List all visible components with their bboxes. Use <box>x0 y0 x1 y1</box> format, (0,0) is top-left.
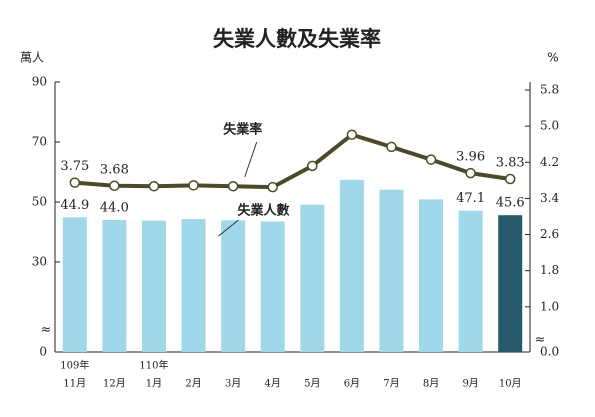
bar <box>260 221 285 352</box>
x-tick-label: 2月 <box>185 378 201 390</box>
bar <box>339 179 364 352</box>
data-label: 45.6 <box>496 196 525 211</box>
point <box>188 180 199 191</box>
data-label: 3.83 <box>496 155 525 170</box>
x-tick-label: 12月 <box>103 378 126 390</box>
bar <box>181 219 206 352</box>
point <box>69 177 81 188</box>
point <box>425 154 437 165</box>
axis-break: ≈ <box>41 323 52 338</box>
x-tick-label: 11月 <box>63 378 86 390</box>
data-label: 3.75 <box>60 159 89 174</box>
x-tick-label: 8月 <box>423 378 439 390</box>
point <box>307 160 318 172</box>
data-label: 3.96 <box>456 150 485 165</box>
line <box>74 132 511 190</box>
bar <box>458 210 483 352</box>
series-label: 失業人數 <box>238 203 290 219</box>
y-tick-label: 30 <box>32 255 47 269</box>
x-tick-label: 5月 <box>304 378 320 390</box>
y2-tick-label: 0.0 <box>540 345 559 359</box>
bar <box>221 220 246 352</box>
point <box>386 141 397 153</box>
x-tick-label: 6月 <box>344 378 360 390</box>
point <box>504 173 516 185</box>
x-group-label: 110年 <box>139 359 168 372</box>
bar <box>498 215 523 352</box>
y2-tick-label: 5.0 <box>540 119 559 133</box>
point <box>465 167 476 179</box>
data-label: 47.1 <box>456 191 485 206</box>
chart-title: 失業人數及失業率 <box>213 27 381 51</box>
y2-tick-label: 3.4 <box>540 191 559 205</box>
y-tick-label: 70 <box>32 135 47 149</box>
y2-tick-label: 1.8 <box>540 263 559 277</box>
point <box>227 180 239 192</box>
x-tick-label: 4月 <box>265 378 281 390</box>
series-label: 失業率 <box>223 122 262 138</box>
point <box>109 180 120 192</box>
bar <box>300 204 325 352</box>
x-tick-label: 3月 <box>225 378 241 390</box>
axis-break: ≈ <box>535 333 546 348</box>
point <box>267 181 278 193</box>
x-tick-label: 9月 <box>462 378 478 390</box>
data-label: 44.9 <box>60 198 89 213</box>
x-tick-label: 1月 <box>146 378 162 390</box>
bar <box>141 220 166 352</box>
y-tick-label: 0 <box>39 345 47 359</box>
y2-tick-label: 5.8 <box>540 83 559 97</box>
x-tick-label: 7月 <box>383 378 399 390</box>
annotation-arrow <box>218 219 239 237</box>
data-label: 3.68 <box>100 162 129 177</box>
y2-tick-label: 1.0 <box>540 299 559 313</box>
y-tick-label: 50 <box>32 195 47 209</box>
x-tick-label: 10月 <box>499 378 522 390</box>
point <box>346 129 358 140</box>
y-axis-label: 萬人 <box>20 51 44 65</box>
bar <box>379 189 404 352</box>
data-label: 44.0 <box>100 201 129 216</box>
point <box>148 180 160 192</box>
y-tick-label: 90 <box>32 75 47 89</box>
bar <box>62 217 87 352</box>
bar <box>419 199 444 352</box>
y2-axis-label: % <box>547 51 558 65</box>
annotation-arrow <box>244 141 258 178</box>
x-group-label: 109年 <box>60 359 89 372</box>
bar <box>102 220 127 352</box>
y2-tick-label: 4.2 <box>540 155 559 169</box>
y2-tick-label: 2.6 <box>540 227 559 241</box>
